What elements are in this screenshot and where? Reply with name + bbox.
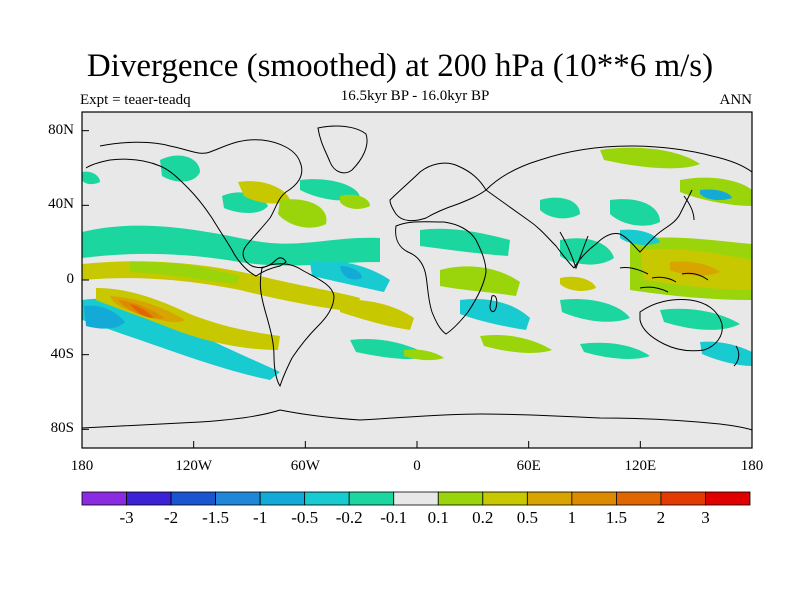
field-band <box>340 266 362 280</box>
plot-subtitle: 16.5kyr BP - 16.0kyr BP <box>340 88 490 104</box>
coast-australia <box>639 299 723 352</box>
field-band <box>560 276 596 291</box>
coast-europe <box>389 162 487 222</box>
colorbar-swatch <box>304 491 350 506</box>
colorbar-swatch <box>705 491 751 506</box>
colorbar-label: -3 <box>119 508 134 527</box>
field-band <box>700 341 752 366</box>
coast-asia <box>485 145 752 269</box>
divergence-field <box>82 147 752 380</box>
field-band <box>84 305 125 329</box>
field-band <box>238 181 290 204</box>
lon-tick-label: 60E <box>516 458 541 474</box>
colorbar-label: 1 <box>567 508 577 527</box>
coast-antarctica <box>82 409 752 431</box>
colorbar-label: 0.5 <box>516 508 538 527</box>
lon-tick-label: 180 <box>740 458 764 474</box>
coast-africa <box>395 221 487 335</box>
lat-tick-label: 80N <box>48 121 74 138</box>
colorbar-swatch <box>215 491 261 506</box>
colorbar-label: 0.2 <box>472 508 494 527</box>
lat-tick-label: 0 <box>66 271 75 287</box>
colorbar-label: 2 <box>656 508 666 527</box>
map-panel <box>82 112 752 448</box>
field-band <box>560 298 630 322</box>
colorbar-swatch <box>393 491 439 506</box>
colorbar-swatch <box>526 491 573 506</box>
colorbar-label: -1.5 <box>202 508 230 527</box>
colorbar-swatch <box>81 491 127 506</box>
lon-tick-label: 0 <box>413 458 421 474</box>
field-band <box>700 189 732 201</box>
colorbar-label: -0.1 <box>380 508 408 527</box>
lon-tick-label: 60W <box>290 458 320 474</box>
field-band <box>460 298 530 330</box>
field-band <box>600 147 700 169</box>
coast-madagascar <box>489 295 498 313</box>
field-band <box>420 228 510 256</box>
field-band <box>540 197 580 219</box>
field-band <box>82 298 280 380</box>
field-band <box>580 342 650 359</box>
season-label: ANN <box>719 92 753 108</box>
field-band <box>340 299 414 330</box>
field-band <box>82 171 100 185</box>
field-band <box>82 261 360 312</box>
plot-title: Divergence (smoothed) at 200 hPa (10**6 … <box>86 48 714 84</box>
field-band <box>160 155 200 182</box>
lat-tick-label: 80S <box>50 420 74 437</box>
lon-tick-label: 120W <box>175 458 212 474</box>
field-band <box>670 261 720 276</box>
colorbar-swatch <box>482 491 528 506</box>
field-band <box>278 199 327 228</box>
colorbar-swatch <box>259 491 306 506</box>
field-band <box>130 261 240 284</box>
coast-south-america <box>259 263 335 388</box>
field-band <box>480 334 552 353</box>
colorbar-label: 3 <box>701 508 710 527</box>
colorbar-swatch <box>170 491 216 506</box>
colorbar-label: -0.2 <box>335 508 363 527</box>
field-band <box>610 199 660 226</box>
experiment-label: Expt = teaer-teadq <box>80 92 191 108</box>
coast-greenland <box>317 125 368 174</box>
coast-indonesia <box>619 267 709 293</box>
colorbar-swatch <box>437 491 484 506</box>
colorbar-label: 1.5 <box>605 508 628 527</box>
colorbar-label: -2 <box>163 508 179 527</box>
colorbar-swatch <box>571 491 617 506</box>
coastlines <box>82 125 752 431</box>
colorbar-swatch <box>348 491 395 506</box>
field-band <box>130 304 154 318</box>
lat-tick-label: 40S <box>50 345 74 362</box>
field-band <box>82 225 380 266</box>
lon-tick-label: 180 <box>70 458 94 474</box>
field-band <box>404 349 444 361</box>
colorbar-label: -1 <box>253 508 268 527</box>
field-band <box>340 194 370 209</box>
coast-india <box>559 231 589 270</box>
lat-tick-label: 40N <box>48 196 74 213</box>
colorbar-label: -0.5 <box>291 508 319 527</box>
field-band <box>440 266 520 296</box>
colorbar-label: 0.1 <box>427 508 449 527</box>
field-band <box>660 308 740 330</box>
colorbar-swatch <box>616 491 662 506</box>
coast-japan <box>683 195 695 221</box>
colorbar-swatch <box>660 491 706 506</box>
colorbar-swatch <box>126 491 172 506</box>
lon-tick-label: 120E <box>624 458 657 474</box>
colorbar <box>81 491 751 506</box>
axis-ticks <box>81 130 753 448</box>
coast-new-zealand <box>733 345 740 367</box>
